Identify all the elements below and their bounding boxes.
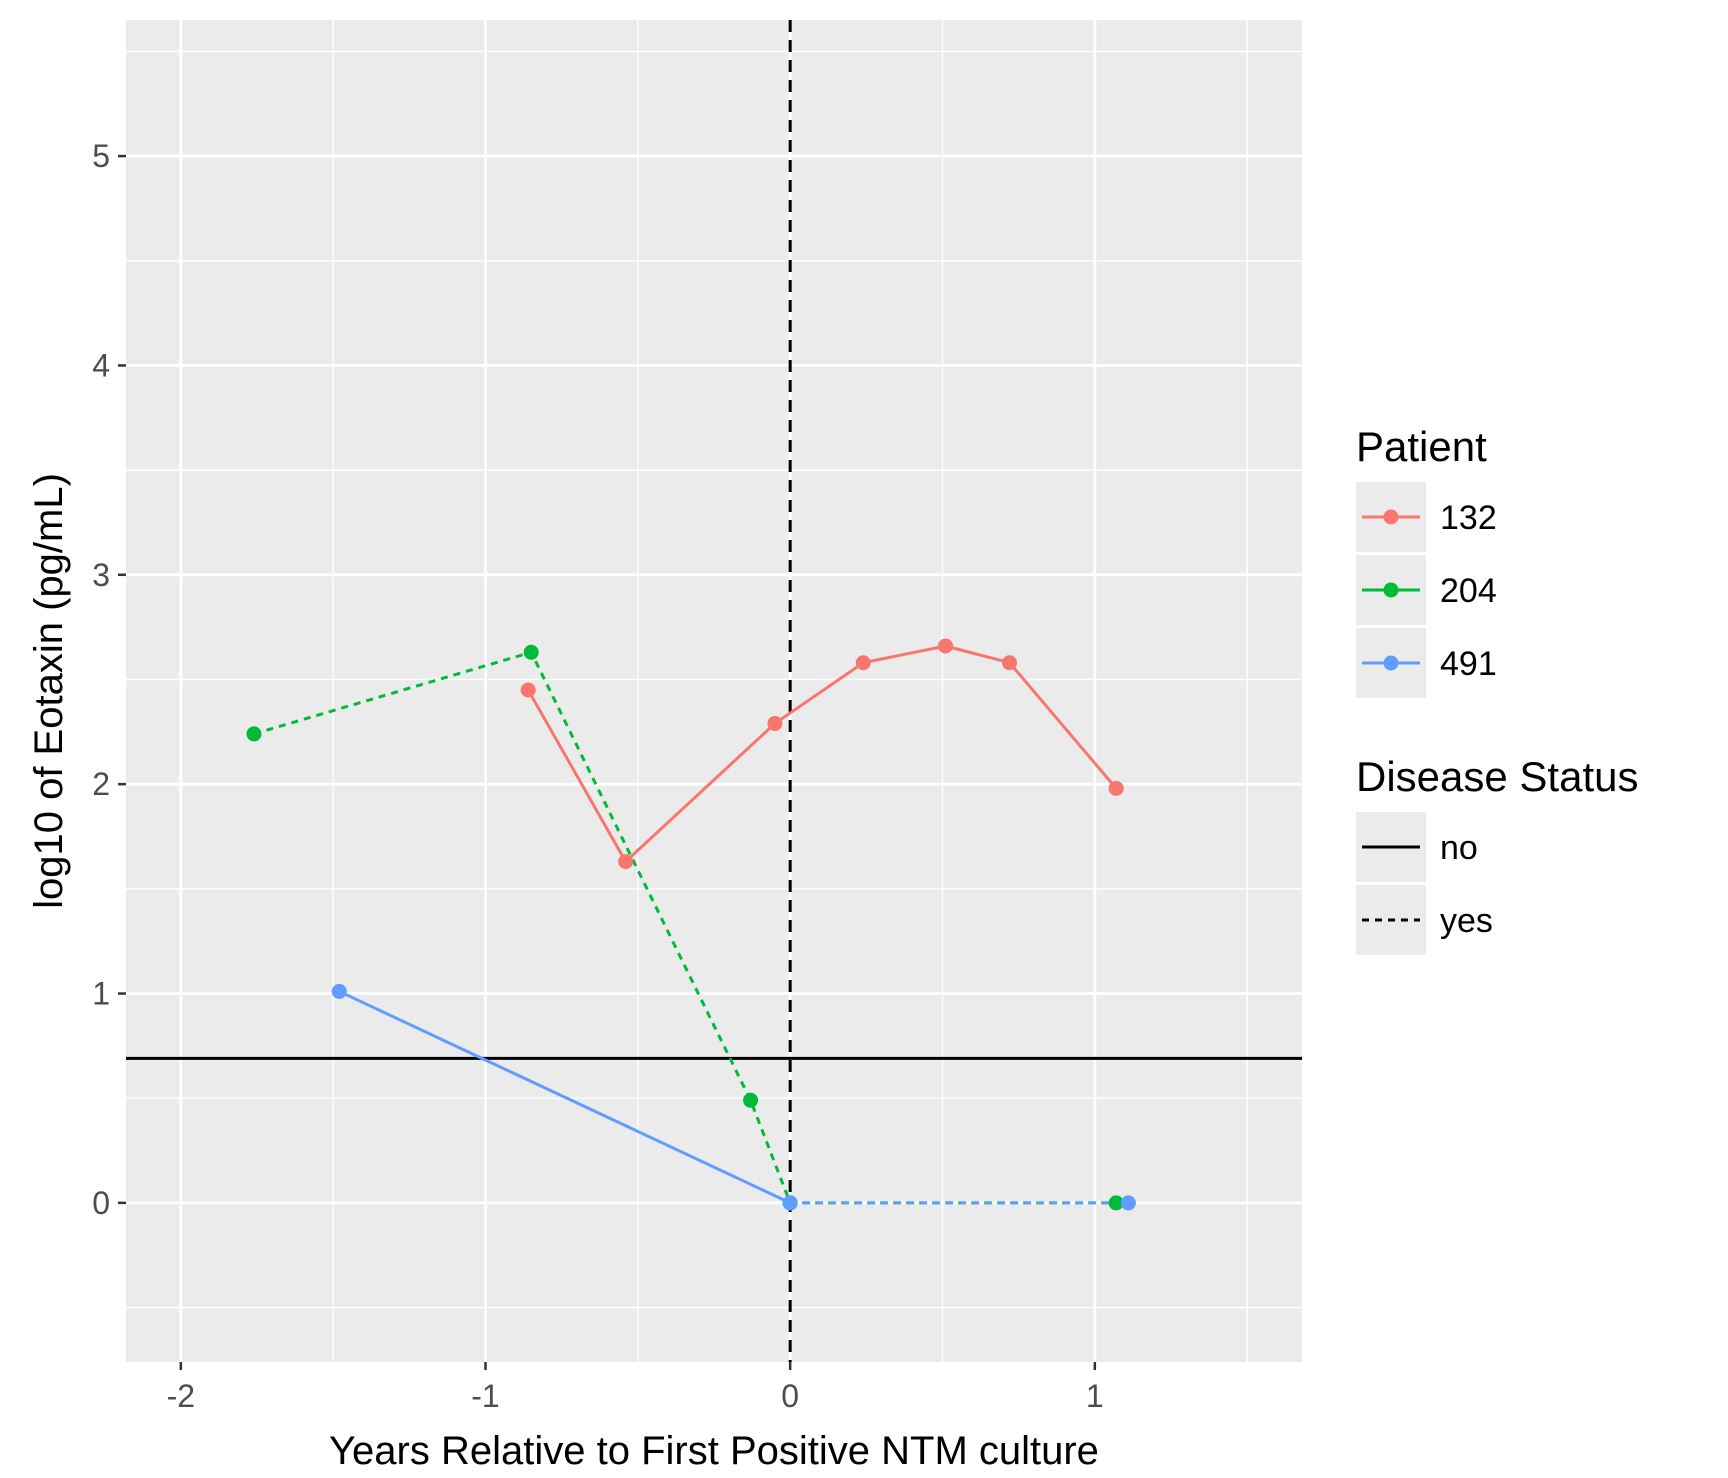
legend-status-label: yes: [1440, 902, 1493, 940]
minor-gridlines: [126, 20, 1302, 1362]
y-tick-label: 3: [92, 557, 110, 593]
legend-status-label: no: [1440, 829, 1478, 867]
data-point-204: [743, 1092, 759, 1108]
legend-patient-label: 132: [1440, 499, 1497, 537]
x-axis-title: Years Relative to First Positive NTM cul…: [329, 1429, 1099, 1473]
legend: Patient 132 204 491 Disease Status no yes: [1356, 423, 1638, 955]
x-tick-label: 0: [781, 1378, 799, 1414]
legend-key-point: [1383, 582, 1399, 598]
legend-patient-title: Patient: [1356, 423, 1487, 470]
y-tick-label: 0: [92, 1185, 110, 1221]
plot-panel: [126, 20, 1302, 1362]
data-point-132: [767, 715, 783, 731]
x-tick-label: -1: [471, 1378, 499, 1414]
y-tick-label: 1: [92, 976, 110, 1012]
legend-patient-entries: 132 204 491: [1356, 482, 1497, 698]
x-tick-label: 1: [1086, 1378, 1104, 1414]
data-point-204: [246, 726, 262, 742]
data-point-132: [618, 854, 634, 870]
reference-lines: [126, 20, 1302, 1362]
y-tick-label: 5: [92, 138, 110, 174]
y-tick-label: 4: [92, 347, 110, 383]
legend-status-entries: no yes: [1356, 812, 1493, 955]
legend-patient-label: 204: [1440, 572, 1497, 610]
x-tick-label: -2: [167, 1378, 195, 1414]
data-point-491: [331, 983, 347, 999]
data-point-204: [1108, 1195, 1124, 1211]
data-point-132: [520, 682, 536, 698]
x-axis-ticks: -2 -1 0 1: [167, 1362, 1104, 1414]
legend-patient-label: 491: [1440, 645, 1497, 683]
legend-status-title: Disease Status: [1356, 753, 1638, 800]
data-point-132: [1002, 655, 1018, 671]
y-tick-label: 2: [92, 766, 110, 802]
series-line-491-no: [338, 990, 791, 1205]
series-points: [246, 638, 1136, 1211]
y-axis-title: log10 of Eotaxin (pg/mL): [27, 473, 71, 909]
data-point-204: [523, 644, 539, 660]
y-axis-ticks: 0 1 2 3 4 5: [92, 138, 126, 1221]
data-point-132: [855, 655, 871, 671]
data-point-491: [1120, 1195, 1136, 1211]
legend-key-point: [1383, 509, 1399, 525]
legend-key-point: [1383, 655, 1399, 671]
data-point-132: [1108, 780, 1124, 796]
data-point-132: [938, 638, 954, 654]
data-point-491: [782, 1195, 798, 1211]
